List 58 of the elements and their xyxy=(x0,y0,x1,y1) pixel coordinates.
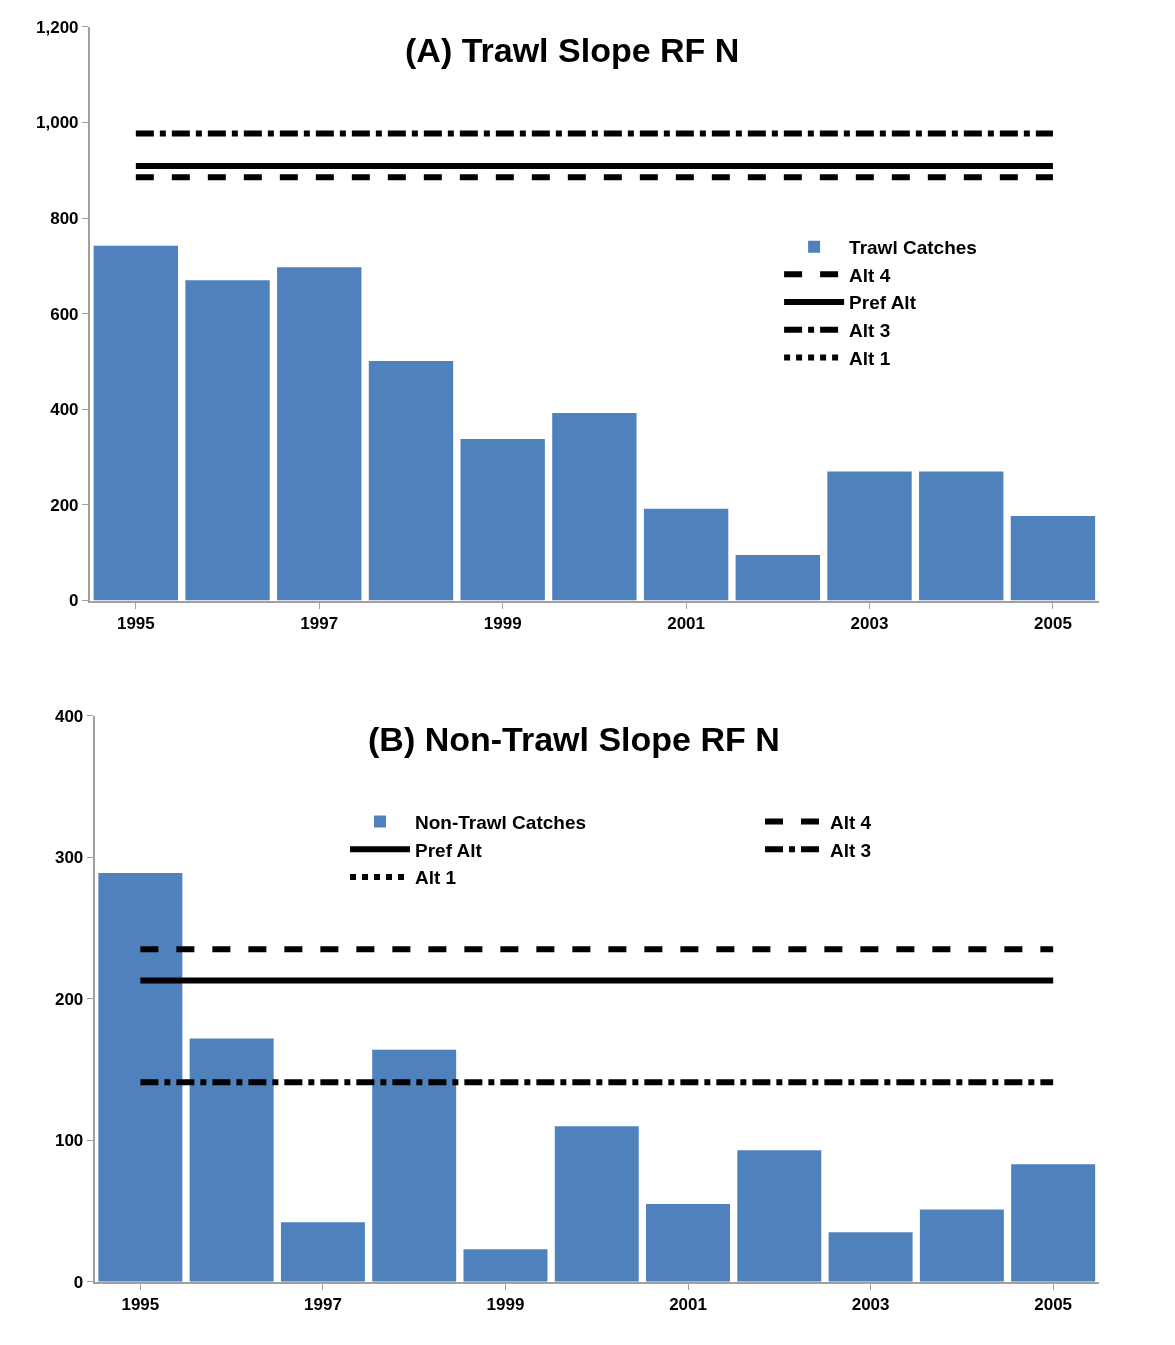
bar xyxy=(460,438,545,601)
bar xyxy=(1011,1164,1096,1282)
bar xyxy=(185,280,270,601)
legend-label: Pref Alt xyxy=(415,839,483,861)
bar xyxy=(919,1209,1004,1282)
bar xyxy=(280,1222,365,1282)
y-tick-label: 400 xyxy=(50,400,79,420)
legend-label: Alt 3 xyxy=(830,839,872,861)
chart-title: (B) Non-Trawl Slope RF N xyxy=(368,720,780,758)
y-tick-label: 800 xyxy=(50,208,79,228)
bar xyxy=(98,872,183,1282)
bar xyxy=(828,1232,913,1282)
y-tick-label: 0 xyxy=(73,1272,84,1292)
legend-label: Alt 1 xyxy=(849,347,891,369)
bar xyxy=(737,1150,822,1282)
bar xyxy=(368,360,454,601)
y-tick-label: 1,200 xyxy=(36,17,79,37)
bar xyxy=(827,471,912,601)
legend-label: Alt 4 xyxy=(830,811,872,833)
x-tick-label: 2005 xyxy=(1034,1295,1073,1315)
x-tick-label: 2003 xyxy=(850,613,889,633)
x-tick-label: 2001 xyxy=(669,1295,707,1315)
x-tick-label: 2005 xyxy=(1034,613,1072,633)
y-tick-label: 200 xyxy=(54,989,84,1009)
bar xyxy=(93,245,179,601)
x-tick-label: 1999 xyxy=(486,1295,525,1315)
y-tick-label: 100 xyxy=(54,1131,84,1151)
bar xyxy=(646,1203,731,1282)
x-tick-label: 2003 xyxy=(851,1295,890,1315)
bar xyxy=(372,1049,457,1282)
legend-label: Alt 1 xyxy=(415,867,457,889)
x-tick-label: 2001 xyxy=(667,613,706,633)
bar xyxy=(189,1038,274,1282)
legend-label: Trawl Catches xyxy=(849,237,977,259)
bar xyxy=(277,267,362,601)
x-tick-label: 1995 xyxy=(116,613,155,633)
y-tick-label: 0 xyxy=(69,591,79,611)
bar xyxy=(1010,515,1096,601)
bar xyxy=(643,508,729,601)
y-tick-label: 1,000 xyxy=(36,113,79,133)
legend-label: Alt 4 xyxy=(849,264,891,286)
x-tick-label: 1995 xyxy=(121,1295,160,1315)
legend-label: Non-Trawl Catches xyxy=(415,811,587,833)
y-tick-label: 400 xyxy=(54,706,84,726)
bar xyxy=(735,555,820,601)
y-tick-label: 300 xyxy=(54,848,84,868)
bar xyxy=(919,471,1004,601)
y-tick-label: 600 xyxy=(50,304,79,324)
x-tick-label: 1997 xyxy=(304,1295,342,1315)
legend-label: Alt 3 xyxy=(849,320,891,342)
chart-title: (A) Trawl Slope RF N xyxy=(405,31,740,69)
bar xyxy=(552,413,637,601)
legend-label: Pref Alt xyxy=(849,292,917,314)
bar xyxy=(463,1249,548,1282)
bar xyxy=(554,1126,639,1282)
x-tick-label: 1999 xyxy=(483,613,522,633)
y-tick-label: 200 xyxy=(50,495,79,515)
x-tick-label: 1997 xyxy=(300,613,339,633)
